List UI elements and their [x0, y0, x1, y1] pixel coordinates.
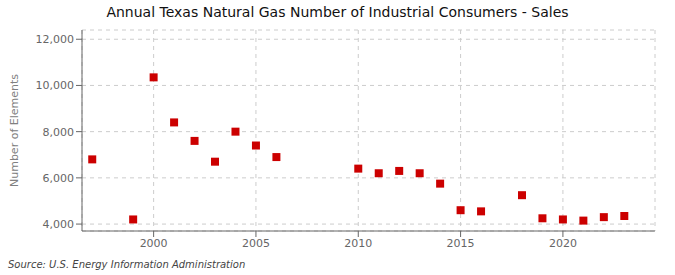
svg-text:6,000: 6,000 — [43, 172, 75, 185]
html-text:Source: U.S. Energy Informatio: Source: U.S. Energy Information Administ… — [8, 259, 246, 270]
svg-text:2000: 2000 — [140, 237, 168, 250]
html-text:Annual Texas Natural Gas Numbe: Annual Texas Natural Gas Number of Indus… — [106, 4, 569, 20]
svg-text:2020: 2020 — [549, 237, 577, 250]
svg-text:4,000: 4,000 — [43, 218, 75, 231]
svg-text:10,000: 10,000 — [36, 79, 75, 92]
svg-text:12,000: 12,000 — [36, 33, 75, 46]
svg-text:8,000: 8,000 — [43, 126, 75, 139]
svg-text:2010: 2010 — [344, 237, 372, 250]
svg-text:2015: 2015 — [447, 237, 475, 250]
svg-text:Number of Elements: Number of Elements — [8, 74, 21, 187]
svg-text:2005: 2005 — [242, 237, 270, 250]
